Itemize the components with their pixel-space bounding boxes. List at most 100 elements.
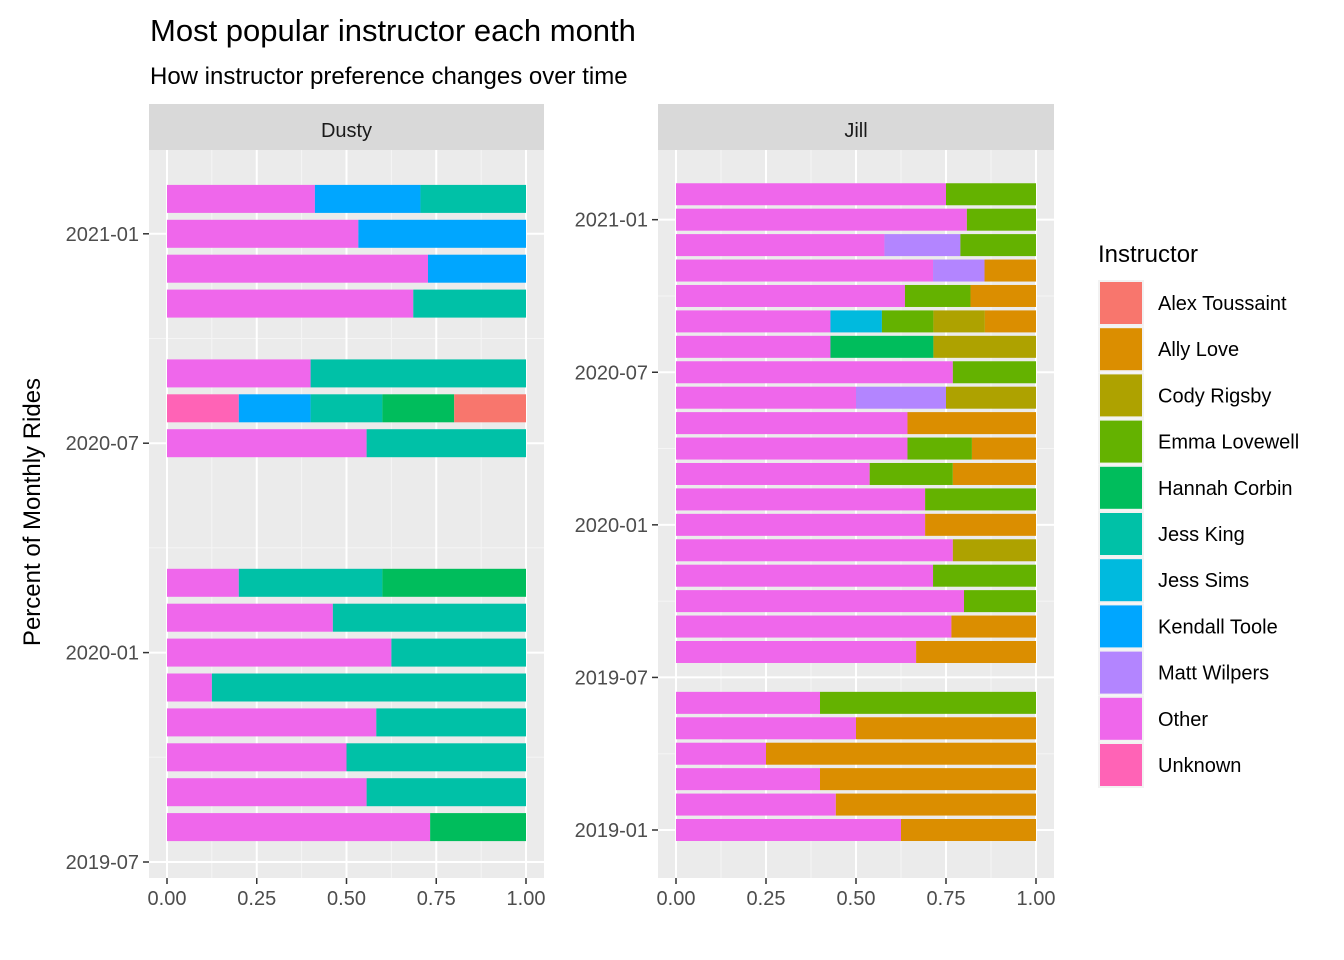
bar-segment-jess-king bbox=[310, 394, 383, 423]
bar-segment-jess-king bbox=[413, 289, 526, 318]
bar-2019-11 bbox=[167, 708, 526, 737]
legend-item-matt-wilpers: Matt Wilpers bbox=[1098, 649, 1269, 696]
bar-segment-other bbox=[167, 254, 428, 283]
bar-2020-10 bbox=[676, 284, 1036, 307]
bar-segment-other bbox=[676, 437, 908, 460]
x-tick-label: 0.00 bbox=[148, 888, 187, 910]
bar-segment-jess-king bbox=[391, 638, 526, 667]
bar-2020-11 bbox=[167, 289, 526, 318]
legend-label: Other bbox=[1158, 709, 1208, 731]
bar-2020-12 bbox=[676, 234, 1036, 257]
bar-segment-other bbox=[676, 183, 946, 206]
x-tick-label: 0.25 bbox=[747, 888, 786, 910]
bar-segment-emma-lovewell bbox=[933, 564, 1036, 587]
bar-segment-ally-love bbox=[952, 462, 1036, 485]
bar-2020-01 bbox=[167, 638, 526, 667]
legend-label: Jess King bbox=[1158, 524, 1245, 546]
bar-segment-other bbox=[167, 603, 333, 632]
bar-segment-other bbox=[676, 717, 856, 740]
bar-2020-07 bbox=[676, 361, 1036, 384]
y-tick-label: 2019-01 bbox=[575, 820, 648, 842]
bar-2020-11 bbox=[676, 259, 1036, 282]
bar-segment-other bbox=[167, 184, 315, 213]
legend-item-cody-rigsby: Cody Rigsby bbox=[1098, 372, 1271, 419]
x-tick-label: 0.75 bbox=[417, 888, 456, 910]
bar-segment-jess-king bbox=[310, 359, 526, 388]
bar-2020-01 bbox=[676, 513, 1036, 536]
legend-swatch bbox=[1100, 559, 1142, 602]
bar-segment-ally-love bbox=[835, 793, 1036, 816]
bar-segment-other bbox=[167, 743, 347, 772]
bar-2020-02 bbox=[676, 488, 1036, 511]
bar-segment-cody-rigsby bbox=[933, 335, 1036, 358]
bar-2021-01 bbox=[167, 219, 526, 248]
x-tick-label: 0.00 bbox=[657, 888, 696, 910]
bar-segment-cody-rigsby bbox=[952, 539, 1036, 562]
bar-segment-other bbox=[676, 462, 870, 485]
legend-swatch bbox=[1100, 605, 1142, 648]
bar-segment-other bbox=[167, 673, 212, 702]
legend-title: Instructor bbox=[1098, 241, 1198, 268]
legend: Instructor Alex Toussaint Ally Love Cody R… bbox=[1098, 241, 1299, 788]
bar-segment-other bbox=[167, 359, 311, 388]
x-tick-label: 0.50 bbox=[327, 888, 366, 910]
bar-segment-cody-rigsby bbox=[933, 310, 985, 333]
y-tick-label: 2020-07 bbox=[575, 362, 648, 384]
bar-segment-other bbox=[676, 234, 885, 257]
bar-segment-other bbox=[676, 742, 766, 765]
bar-segment-other bbox=[676, 335, 831, 358]
bar-segment-hannah-corbin bbox=[382, 394, 455, 423]
bar-segment-other bbox=[676, 386, 856, 409]
x-tick-label: 0.75 bbox=[927, 888, 966, 910]
strip-background bbox=[149, 104, 544, 150]
legend-label: Kendall Toole bbox=[1158, 616, 1278, 638]
bar-segment-emma-lovewell bbox=[952, 361, 1036, 384]
bar-segment-jess-king bbox=[238, 568, 383, 597]
bar-segment-other bbox=[676, 284, 905, 307]
bar-segment-ally-love bbox=[925, 513, 1036, 536]
bar-segment-jess-king bbox=[346, 743, 526, 772]
bar-2019-08 bbox=[676, 640, 1036, 663]
bar-segment-unknown bbox=[167, 394, 239, 423]
bar-2020-09 bbox=[676, 310, 1036, 333]
legend-label: Matt Wilpers bbox=[1158, 663, 1269, 685]
bar-2021-02 bbox=[167, 184, 526, 213]
bar-segment-other bbox=[676, 208, 967, 231]
bar-2019-11 bbox=[676, 564, 1036, 587]
x-tick-label: 1.00 bbox=[1017, 888, 1056, 910]
bar-segment-other bbox=[676, 310, 831, 333]
legend-item-hannah-corbin: Hannah Corbin bbox=[1098, 464, 1293, 511]
bar-2020-05 bbox=[676, 412, 1036, 435]
y-tick-label: 2021-01 bbox=[66, 224, 139, 246]
bar-2021-02 bbox=[676, 183, 1036, 206]
legend-swatch bbox=[1100, 513, 1142, 555]
bar-segment-hannah-corbin bbox=[382, 568, 526, 597]
bar-2020-12 bbox=[167, 254, 526, 283]
legend-label: Cody Rigsby bbox=[1158, 385, 1271, 407]
facet-panel-jill: Jill 2019-01 2019-07 2020-01 2020-07 2021-01 0… bbox=[575, 104, 1056, 910]
bar-segment-other bbox=[676, 564, 934, 587]
bar-segment-matt-wilpers bbox=[856, 386, 946, 409]
bar-segment-other bbox=[676, 819, 901, 841]
bar-segment-jess-king bbox=[211, 673, 526, 702]
legend-swatch bbox=[1100, 466, 1142, 509]
bar-segment-other bbox=[676, 513, 926, 536]
bar-segment-other bbox=[676, 691, 820, 714]
y-tick-label: 2020-01 bbox=[575, 515, 648, 537]
legend-item-other: Other bbox=[1098, 695, 1208, 742]
legend-item-jess-king: Jess King bbox=[1098, 511, 1245, 557]
bar-segment-other bbox=[676, 615, 952, 638]
legend-swatch bbox=[1100, 420, 1142, 463]
y-tick-label: 2019-07 bbox=[66, 852, 139, 874]
legend-item-ally-love: Ally Love bbox=[1098, 326, 1239, 373]
legend-swatch bbox=[1100, 697, 1142, 740]
legend-items: Alex Toussaint Ally Love Cody Rigsby Emma L… bbox=[1098, 280, 1299, 788]
bar-segment-ally-love bbox=[907, 412, 1036, 435]
bar-2019-09 bbox=[167, 778, 526, 807]
bar-segment-emma-lovewell bbox=[904, 284, 971, 307]
bar-segment-ally-love bbox=[951, 615, 1036, 638]
bar-segment-jess-king bbox=[376, 708, 526, 737]
bar-segment-emma-lovewell bbox=[907, 437, 972, 460]
bar-segment-ally-love bbox=[984, 310, 1036, 333]
legend-item-alex-toussaint: Alex Toussaint bbox=[1098, 280, 1287, 326]
